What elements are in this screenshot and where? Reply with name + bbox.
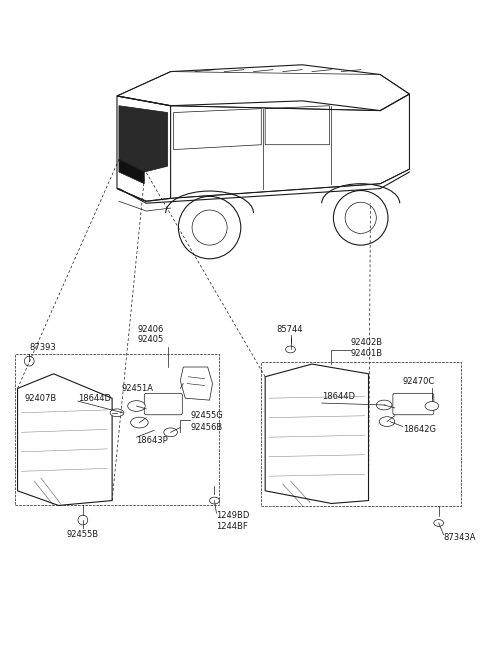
Text: 92405: 92405 (138, 335, 164, 344)
Text: 92456B: 92456B (190, 423, 222, 432)
Ellipse shape (131, 417, 148, 428)
Ellipse shape (286, 346, 295, 353)
Circle shape (78, 515, 88, 525)
Ellipse shape (425, 401, 439, 411)
Polygon shape (119, 106, 168, 172)
Text: 18642G: 18642G (403, 425, 436, 434)
FancyBboxPatch shape (393, 394, 434, 415)
Text: 18644D: 18644D (322, 392, 355, 401)
Text: 87393: 87393 (29, 343, 56, 352)
Text: 18643P: 18643P (136, 436, 168, 445)
Ellipse shape (210, 497, 219, 504)
Polygon shape (119, 159, 144, 184)
Text: 92402B: 92402B (351, 338, 383, 347)
Ellipse shape (110, 409, 124, 417)
Text: 92407B: 92407B (24, 394, 57, 403)
Ellipse shape (128, 401, 145, 411)
Text: 92451A: 92451A (122, 384, 154, 393)
FancyBboxPatch shape (144, 394, 182, 415)
Circle shape (24, 356, 34, 366)
Text: 18644D: 18644D (78, 394, 111, 403)
Text: 1244BF: 1244BF (216, 522, 248, 531)
Text: 1249BD: 1249BD (216, 510, 250, 520)
Ellipse shape (164, 428, 178, 437)
Text: 92406: 92406 (138, 325, 164, 335)
Ellipse shape (376, 400, 392, 410)
Text: 92455B: 92455B (67, 530, 99, 539)
Text: 92455G: 92455G (190, 411, 223, 420)
Ellipse shape (434, 520, 444, 526)
Bar (14, 354, 219, 505)
Text: 92401B: 92401B (351, 349, 383, 358)
Text: 92470C: 92470C (403, 377, 435, 386)
Bar (261, 362, 461, 506)
Ellipse shape (379, 417, 395, 426)
Text: 87343A: 87343A (444, 533, 476, 542)
Text: 85744: 85744 (276, 325, 302, 335)
